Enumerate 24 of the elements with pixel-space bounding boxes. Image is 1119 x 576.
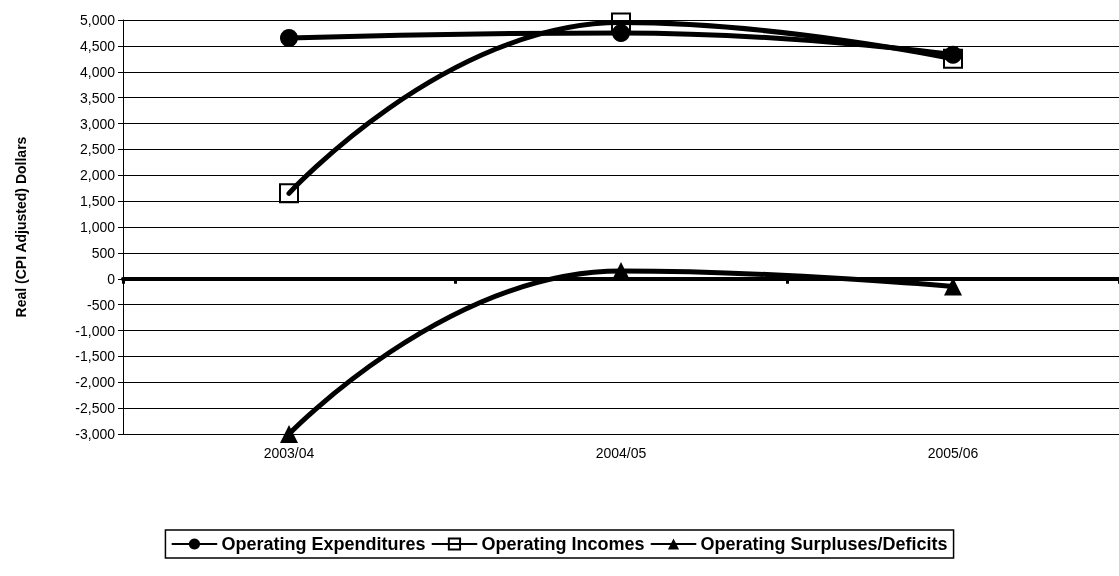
- y-axis-title: Real (CPI Adjusted) Dollars: [13, 136, 29, 318]
- y-tick-label: 3,000: [79, 115, 116, 132]
- y-tick-label: 3,500: [79, 89, 116, 106]
- y-tick-label: 0: [107, 270, 116, 287]
- y-tick-label: -2,500: [75, 400, 116, 417]
- x-tick-label: 2003/04: [263, 445, 315, 461]
- y-tick-label: 5,000: [79, 12, 116, 28]
- y-tick-label: -1,000: [75, 322, 116, 339]
- y-tick-label: 2,000: [79, 167, 116, 184]
- legend-label: Operating Expenditures: [221, 534, 426, 554]
- y-tick-label: 1,500: [79, 193, 116, 210]
- y-tick-label: 500: [91, 244, 116, 261]
- y-tick-label: -1,500: [75, 348, 116, 365]
- y-tick-label: 4,500: [79, 37, 116, 54]
- y-tick-label: -500: [86, 296, 116, 313]
- y-tick-label: -2,000: [75, 374, 116, 391]
- x-tick-label: 2005/06: [927, 445, 979, 461]
- y-tick-label: 1,000: [79, 219, 116, 235]
- y-tick-label: 4,000: [79, 63, 116, 80]
- y-tick-label: -3,000: [75, 426, 116, 442]
- x-tick-label: 2004/05: [595, 445, 647, 461]
- legend-label: Operating Incomes: [481, 534, 645, 554]
- y-tick-label: 2,500: [79, 141, 116, 158]
- legend-label: Operating Surpluses/Deficits: [700, 534, 948, 554]
